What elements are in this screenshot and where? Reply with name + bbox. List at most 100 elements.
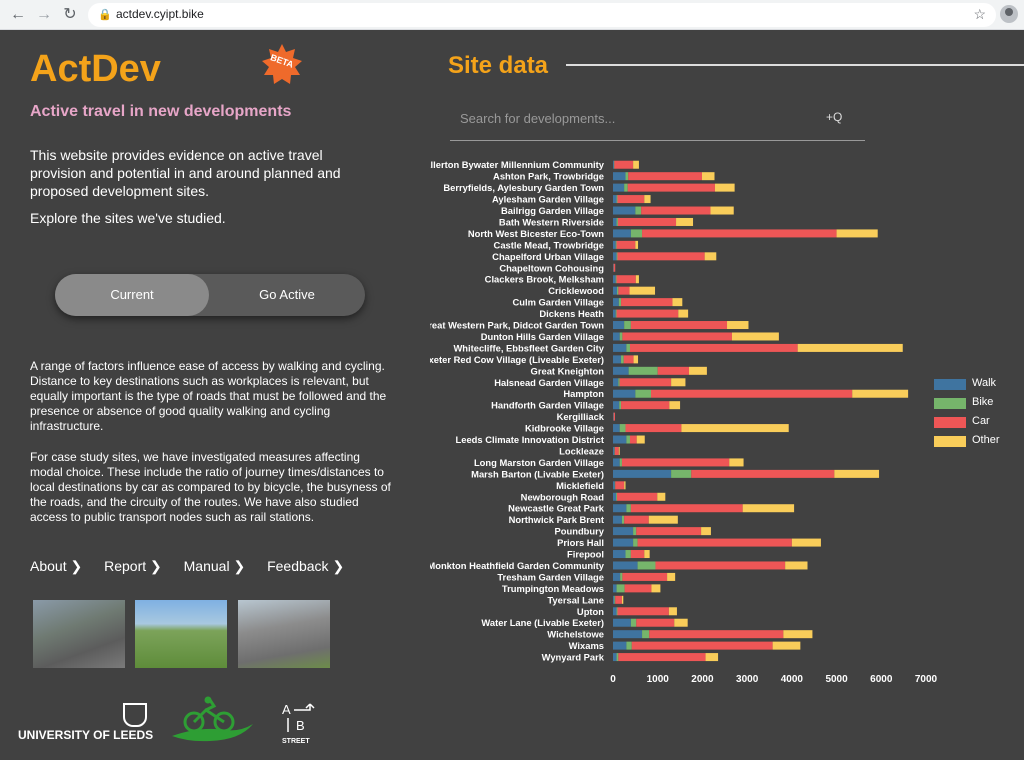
bar-segment-car[interactable] (619, 378, 672, 387)
bar-segment-bike[interactable] (630, 229, 643, 238)
bar-segment-car[interactable] (627, 183, 715, 192)
leeds-logo[interactable]: UNIVERSITY OF LEEDS (18, 728, 154, 742)
bar-segment-other[interactable] (710, 206, 734, 215)
bar-segment-walk[interactable] (613, 618, 631, 627)
bar-segment-bike[interactable] (616, 195, 618, 204)
bar-segment-other[interactable] (635, 275, 639, 284)
zoom-search-icon[interactable]: +Q (826, 110, 843, 124)
bar-segment-walk[interactable] (613, 561, 638, 570)
bar-segment-car[interactable] (621, 401, 670, 410)
current-toggle-button[interactable]: Current (55, 274, 209, 316)
bar-segment-other[interactable] (633, 160, 639, 169)
bar-segment-car[interactable] (617, 252, 705, 261)
bar-segment-walk[interactable] (613, 183, 625, 192)
bar-segment-car[interactable] (655, 561, 786, 570)
bar-segment-other[interactable] (676, 217, 694, 226)
bar-segment-bike[interactable] (616, 607, 618, 616)
bar-segment-walk[interactable] (613, 195, 617, 204)
bar-segment-other[interactable] (772, 641, 801, 650)
bar-segment-walk[interactable] (613, 206, 636, 215)
bar-segment-bike[interactable] (619, 458, 622, 467)
bar-segment-car[interactable] (630, 550, 645, 559)
bar-segment-car[interactable] (618, 286, 630, 295)
bar-segment-other[interactable] (644, 550, 650, 559)
bar-segment-car[interactable] (621, 298, 673, 307)
bar-segment-car[interactable] (629, 435, 637, 444)
bar-segment-car[interactable] (630, 504, 743, 513)
bar-segment-other[interactable] (783, 630, 813, 639)
bar-segment-walk[interactable] (613, 275, 616, 284)
bar-segment-car[interactable] (630, 321, 728, 330)
bar-segment-bike[interactable] (626, 641, 632, 650)
bar-segment-car[interactable] (617, 195, 645, 204)
bar-segment-other[interactable] (648, 515, 678, 524)
bar-segment-other[interactable] (729, 458, 744, 467)
manual-link[interactable]: Manual ❯ (183, 558, 246, 574)
bar-segment-other[interactable] (674, 618, 688, 627)
bar-segment-walk[interactable] (613, 321, 625, 330)
bar-segment-walk[interactable] (613, 366, 629, 375)
bar-segment-other[interactable] (727, 321, 749, 330)
bar-segment-walk[interactable] (613, 401, 620, 410)
bar-segment-car[interactable] (629, 343, 798, 352)
bar-segment-other[interactable] (678, 309, 689, 318)
bar-segment-bike[interactable] (624, 183, 628, 192)
bar-segment-walk[interactable] (613, 309, 616, 318)
profile-icon[interactable] (1000, 5, 1018, 23)
bar-segment-car[interactable] (616, 275, 636, 284)
star-icon[interactable]: ☆ (973, 6, 986, 22)
bar-segment-car[interactable] (636, 618, 675, 627)
bar-segment-walk[interactable] (613, 343, 627, 352)
bar-segment-other[interactable] (644, 195, 651, 204)
report-link[interactable]: Report ❯ (104, 558, 162, 574)
bar-segment-other[interactable] (731, 332, 779, 341)
bar-segment-walk[interactable] (613, 538, 634, 547)
bar-segment-car[interactable] (613, 412, 616, 421)
site-photo-path[interactable] (33, 600, 125, 668)
bar-segment-bike[interactable] (616, 252, 618, 261)
bar-segment-car[interactable] (616, 240, 636, 249)
bar-segment-bike[interactable] (617, 286, 619, 295)
bar-segment-other[interactable] (636, 435, 645, 444)
bar-segment-walk[interactable] (613, 172, 626, 181)
bar-segment-car[interactable] (618, 653, 706, 662)
bar-segment-car[interactable] (623, 355, 634, 364)
bar-segment-bike[interactable] (616, 217, 618, 226)
bar-segment-walk[interactable] (613, 607, 617, 616)
bar-segment-walk[interactable] (613, 355, 622, 364)
bar-segment-car[interactable] (614, 446, 619, 455)
bar-segment-walk[interactable] (613, 240, 616, 249)
bar-segment-bike[interactable] (621, 355, 624, 364)
bar-segment-car[interactable] (649, 630, 784, 639)
bar-segment-car[interactable] (622, 332, 732, 341)
site-photo-park[interactable] (135, 600, 227, 668)
bar-segment-car[interactable] (642, 229, 837, 238)
address-bar[interactable]: 🔒 actdev.cyipt.bike ☆ (88, 3, 996, 27)
bar-segment-car[interactable] (615, 481, 625, 490)
bar-segment-walk[interactable] (613, 492, 617, 501)
bar-segment-walk[interactable] (613, 446, 615, 455)
bar-segment-other[interactable] (657, 492, 666, 501)
bar-segment-bike[interactable] (630, 618, 637, 627)
bar-segment-other[interactable] (671, 378, 686, 387)
back-icon[interactable]: ← (10, 6, 26, 23)
bar-segment-walk[interactable] (613, 378, 619, 387)
bar-segment-walk[interactable] (613, 572, 621, 581)
bar-segment-car[interactable] (636, 527, 702, 536)
bar-segment-car[interactable] (691, 469, 835, 478)
bar-segment-walk[interactable] (613, 229, 631, 238)
bar-segment-other[interactable] (681, 424, 789, 433)
bar-segment-walk[interactable] (613, 217, 617, 226)
bar-segment-car[interactable] (641, 206, 711, 215)
bar-segment-other[interactable] (834, 469, 880, 478)
bar-segment-car[interactable] (613, 263, 616, 272)
bar-segment-walk[interactable] (613, 389, 636, 398)
bar-segment-walk[interactable] (613, 504, 627, 513)
bar-segment-other[interactable] (618, 446, 620, 455)
bar-segment-other[interactable] (689, 366, 707, 375)
bar-segment-bike[interactable] (621, 515, 625, 524)
bar-segment-walk[interactable] (613, 160, 614, 169)
bar-segment-walk[interactable] (613, 298, 619, 307)
bar-segment-other[interactable] (672, 298, 683, 307)
bar-segment-other[interactable] (836, 229, 878, 238)
